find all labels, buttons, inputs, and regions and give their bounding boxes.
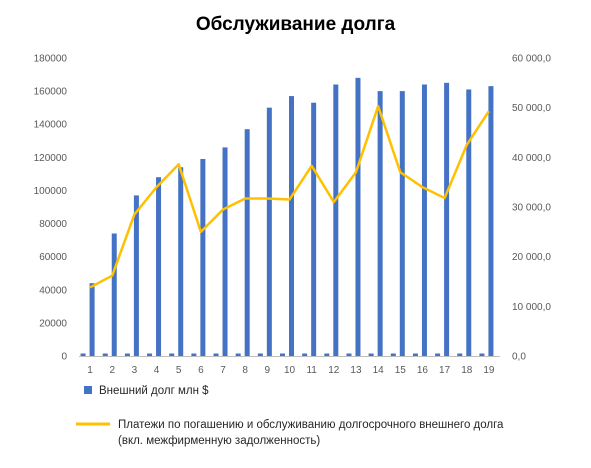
bar [156, 177, 162, 356]
x-tick-label: 13 [350, 365, 362, 376]
bar [222, 147, 228, 356]
x-tick-label: 6 [198, 365, 204, 376]
bar [333, 84, 339, 356]
y-right-tick-label: 40 000,0 [512, 153, 551, 164]
bar-secondary [302, 353, 308, 356]
bar [355, 77, 361, 356]
y-left-tick-label: 80000 [39, 219, 67, 230]
y-left-tick-label: 20000 [39, 318, 67, 329]
bar-secondary [324, 353, 330, 356]
y-right-tick-label: 10 000,0 [512, 302, 551, 313]
bar [89, 283, 95, 356]
bar-secondary [412, 353, 418, 356]
bar [377, 91, 383, 356]
x-tick-label: 19 [483, 365, 495, 376]
legend-line-label-1: Платежи по погашению и обслуживанию долг… [118, 419, 504, 431]
bar [311, 102, 317, 356]
bar [399, 91, 405, 356]
x-tick-label: 17 [439, 365, 451, 376]
y-left-tick-label: 180000 [34, 54, 68, 65]
chart-title: Обслуживание долга [195, 14, 396, 35]
legend-bar-label: Внешний долг млн $ [99, 385, 209, 397]
y-right-tick-label: 30 000,0 [512, 203, 551, 214]
bar [266, 107, 272, 357]
x-tick-label: 8 [242, 365, 248, 376]
x-tick-label: 14 [373, 365, 385, 376]
x-tick-label: 10 [284, 365, 296, 376]
x-tick-label: 3 [132, 365, 138, 376]
y-right-tick-label: 50 000,0 [512, 103, 551, 114]
bar [421, 84, 427, 356]
bar-secondary [390, 353, 396, 356]
bar-secondary [368, 353, 374, 356]
bar-secondary [80, 353, 86, 356]
y-left-tick-label: 140000 [34, 120, 68, 131]
x-tick-label: 11 [306, 365, 317, 376]
bar [200, 158, 206, 356]
bar-secondary [102, 353, 108, 356]
y-right-tick-label: 0,0 [512, 352, 526, 363]
line-series [89, 104, 490, 289]
bar-secondary [124, 353, 130, 356]
bar-secondary [169, 353, 175, 356]
bar [466, 89, 472, 356]
bar [244, 129, 250, 356]
bar-secondary [235, 353, 241, 356]
x-tick-label: 4 [154, 365, 160, 376]
bar-secondary [346, 353, 352, 356]
x-tick-label: 7 [220, 365, 226, 376]
y-left-tick-label: 100000 [34, 186, 68, 197]
y-left-tick-label: 40000 [39, 285, 67, 296]
bar [178, 167, 184, 356]
x-tick-label: 9 [265, 365, 271, 376]
y-left-tick-label: 0 [61, 352, 67, 363]
bar-secondary [213, 353, 219, 356]
bar [289, 96, 294, 357]
x-tick-label: 12 [328, 365, 340, 376]
bar [111, 233, 117, 356]
y-left-tick-label: 120000 [34, 153, 68, 164]
x-tick-label: 1 [87, 365, 93, 376]
bar [133, 195, 139, 356]
legend-line-label-2: (вкл. межфирменную задолженность) [118, 435, 320, 447]
bar [444, 82, 450, 356]
legend-bar-swatch [84, 386, 92, 394]
x-tick-label: 5 [176, 365, 182, 376]
x-tick-label: 2 [109, 365, 115, 376]
y-right-tick-label: 20 000,0 [512, 252, 551, 263]
bar-secondary [457, 353, 463, 356]
y-left-tick-label: 60000 [39, 252, 67, 263]
bar [488, 86, 494, 357]
y-right-tick-label: 60 000,0 [512, 54, 551, 65]
x-tick-label: 18 [461, 365, 473, 376]
bar-secondary [280, 353, 285, 356]
bar-secondary [191, 353, 197, 356]
bar-secondary [257, 353, 263, 356]
bar-secondary [479, 353, 485, 356]
bar-secondary [435, 353, 441, 356]
bar-secondary [147, 353, 153, 356]
x-tick-label: 15 [395, 365, 407, 376]
y-left-tick-label: 160000 [34, 87, 68, 98]
x-tick-label: 16 [417, 365, 429, 376]
